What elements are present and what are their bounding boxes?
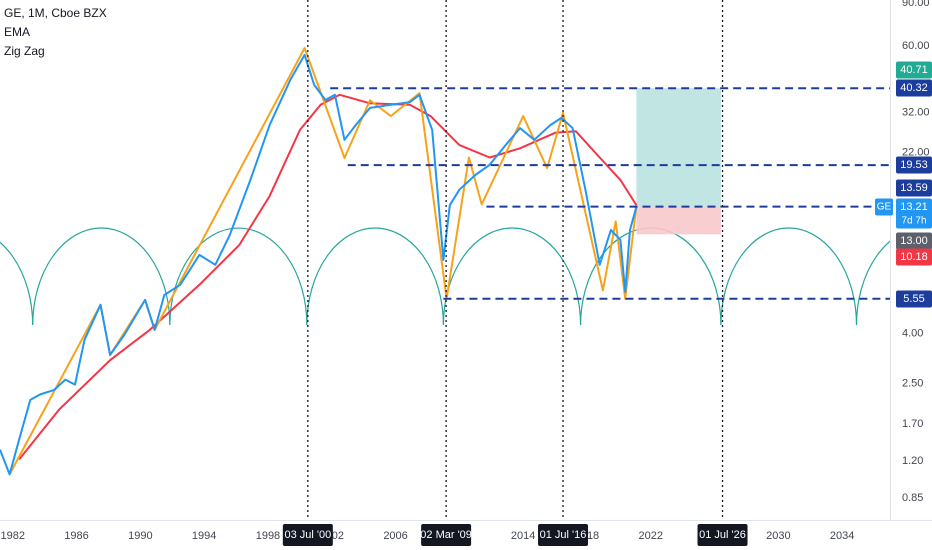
series-line — [18, 93, 638, 461]
cycle-arc — [306, 227, 445, 326]
legend-entry: Zig Zag — [4, 44, 45, 58]
date-marker-label: 02 Mar '09 — [420, 529, 472, 541]
price-label: 19.53 — [900, 159, 928, 171]
y-tick-label: 0.85 — [902, 492, 923, 504]
x-tick-label: 2030 — [766, 530, 790, 542]
x-tick-label: 1990 — [128, 530, 152, 542]
price-label-box — [896, 61, 932, 79]
plot-area — [0, 0, 890, 520]
cycle-arc — [855, 240, 890, 326]
price-label-box — [896, 179, 932, 197]
cycle-arc — [442, 227, 582, 326]
position-stop-zone — [636, 206, 721, 235]
symbol-tag-box — [875, 198, 893, 216]
symbol-tag: GE — [877, 202, 892, 213]
position-target-zone — [636, 88, 721, 207]
price-label: 10.18 — [900, 251, 928, 263]
y-tick-label: 22.00 — [902, 146, 930, 158]
y-tick-label: 32.00 — [902, 107, 930, 119]
x-tick-label: 1986 — [64, 530, 88, 542]
price-label: 13.00 — [900, 235, 928, 247]
date-marker-label: 03 Jul '00 — [284, 529, 331, 541]
cycle-arc — [169, 227, 308, 326]
x-tick-label: 2034 — [830, 530, 854, 542]
x-tick-label: 2022 — [639, 530, 663, 542]
cycle-arc — [0, 241, 34, 326]
x-tick-label: 1994 — [192, 530, 216, 542]
date-marker-box — [421, 524, 472, 546]
date-marker-box — [538, 524, 589, 546]
cycle-arc — [32, 227, 171, 326]
date-marker-box — [697, 524, 748, 546]
price-label-box — [896, 290, 932, 308]
price-label-box — [896, 232, 932, 250]
y-tick-label: 2.50 — [902, 377, 923, 389]
cycle-arc — [720, 227, 858, 326]
x-tick-label: 1982 — [1, 530, 25, 542]
legend-entry: EMA — [4, 25, 30, 39]
x-tick-label: 2006 — [383, 530, 407, 542]
x-tick-label: 1998 — [256, 530, 280, 542]
price-label: 40.32 — [900, 82, 928, 94]
price-label-box — [896, 156, 932, 174]
chart-title: GE, 1M, Cboe BZX — [4, 6, 107, 20]
x-tick-label: 2014 — [511, 530, 535, 542]
price-label-box — [896, 248, 932, 266]
price-label: 13.59 — [900, 182, 928, 194]
date-marker-box — [282, 524, 333, 546]
series-line — [0, 53, 638, 476]
price-label: 40.71 — [900, 64, 928, 76]
price-countdown: 7d 7h — [901, 216, 926, 227]
legend: GE, 1M, Cboe BZX EMA Zig Zag — [4, 6, 107, 58]
y-tick-label: 60.00 — [902, 40, 930, 52]
price-label: 5.55 — [903, 293, 924, 305]
y-tick-label: 90.00 — [902, 0, 930, 9]
price-label-box — [896, 79, 932, 97]
date-marker-label: 01 Jul '16 — [540, 529, 587, 541]
price-label: 13.21 — [900, 201, 928, 213]
price-label-box — [896, 198, 932, 229]
y-tick-label: 1.20 — [902, 455, 923, 467]
y-tick-label: 1.70 — [902, 418, 923, 430]
date-marker-label: 01 Jul '26 — [699, 529, 746, 541]
y-tick-label: 4.00 — [902, 327, 923, 339]
